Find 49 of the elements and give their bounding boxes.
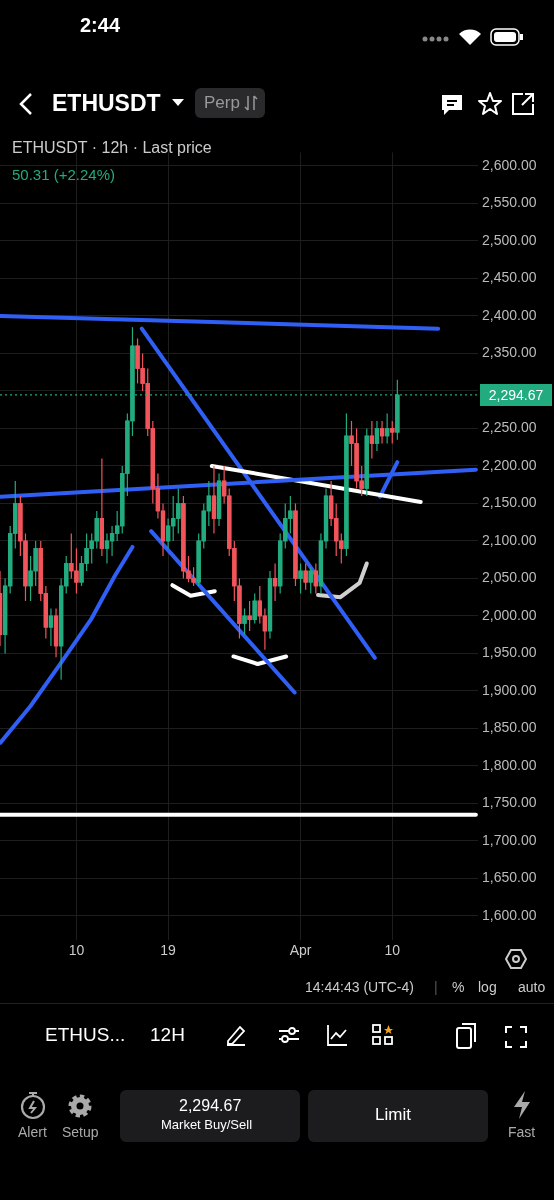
- y-tick-label: 2,250.00: [482, 419, 537, 436]
- y-tick-label: 2,600.00: [482, 156, 537, 173]
- text: |: [434, 979, 438, 995]
- text: Limit: [375, 1105, 411, 1125]
- y-tick-label: 1,650.00: [482, 869, 537, 886]
- text: Setup: [62, 1124, 99, 1140]
- candlestick: [379, 420, 385, 444]
- text: 12H: [150, 1024, 185, 1046]
- chart-subtitle: ETHUSDT · 12h · Last price: [12, 139, 212, 157]
- x-tick-label: 10: [68, 942, 85, 959]
- text: log: [478, 979, 497, 995]
- text: Alert: [18, 1124, 47, 1140]
- y-tick-label: 1,700.00: [482, 831, 537, 848]
- y-tick-label: 2,550.00: [482, 194, 537, 211]
- text: 14:44:43 (UTC-4): [305, 979, 414, 995]
- y-tick-label: 2,450.00: [482, 269, 537, 286]
- y-tick-label: 2,050.00: [482, 569, 537, 586]
- y-tick-label: 1,800.00: [482, 756, 537, 773]
- text: Market Buy/Sell: [161, 1117, 253, 1132]
- text: Perp: [204, 93, 240, 113]
- candlestick: [272, 563, 278, 601]
- text: Fast: [508, 1124, 536, 1140]
- y-tick-label: 2,200.00: [482, 456, 537, 473]
- candlestick: [104, 533, 110, 564]
- text: ETHUS...: [45, 1024, 126, 1046]
- y-tick-label: 2,000.00: [482, 606, 537, 623]
- y-tick-label: 1,750.00: [482, 794, 537, 811]
- candlestick: [109, 525, 115, 556]
- y-tick-label: 2,150.00: [482, 494, 537, 511]
- text: %: [452, 979, 465, 995]
- x-tick-label: Apr: [289, 942, 312, 959]
- candlestick: [48, 608, 54, 646]
- y-tick-label: 2,100.00: [482, 531, 537, 548]
- annotation: 50.31 (+2.24%): [12, 166, 115, 183]
- x-tick-label: 10: [384, 942, 401, 959]
- text: 2:44: [80, 14, 121, 37]
- y-tick-label: 2,350.00: [482, 344, 537, 361]
- y-tick-label: 2,500.00: [482, 231, 537, 248]
- text: 2,294.67: [179, 1097, 242, 1115]
- candlestick: [211, 465, 217, 534]
- y-tick-label: 1,900.00: [482, 681, 537, 698]
- chart-title: ETHUSDT: [52, 90, 161, 117]
- ref-line-label: 2,294.67: [488, 386, 544, 403]
- y-tick-label: 2,400.00: [482, 306, 537, 323]
- text: auto: [518, 979, 546, 995]
- y-tick-label: 1,850.00: [482, 719, 537, 736]
- y-tick-label: 1,600.00: [482, 906, 537, 923]
- y-tick-label: 1,950.00: [482, 644, 537, 661]
- x-tick-label: 19: [160, 942, 177, 959]
